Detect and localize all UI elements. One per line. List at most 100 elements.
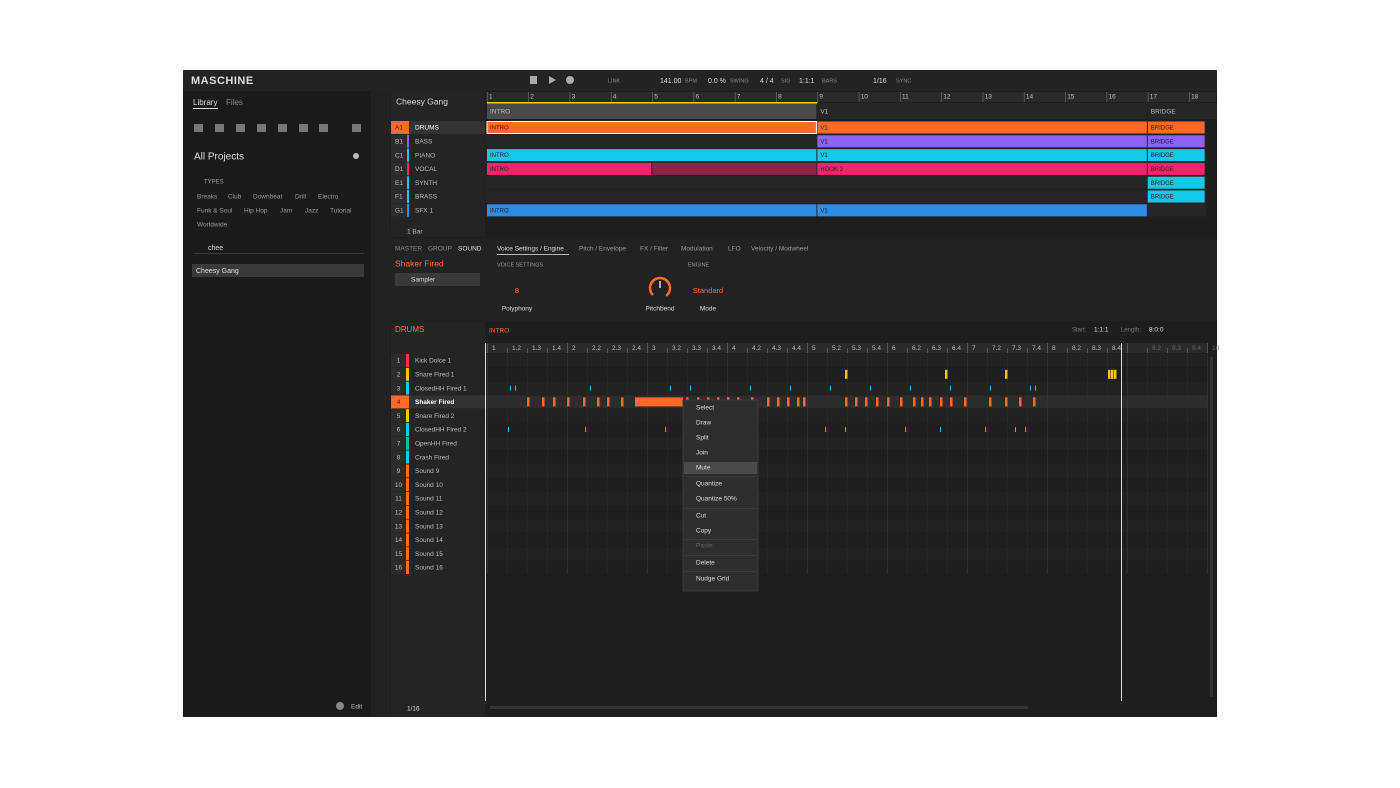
search-text[interactable]: chee [208,245,223,252]
sound-label[interactable]: Kick Dolce 1 [415,358,452,365]
menu-item[interactable]: Select [696,405,714,412]
pattern-group[interactable]: DRUMS [395,325,424,334]
group-name[interactable]: SFX 1 [415,208,433,215]
clip-label[interactable]: V1 [820,208,828,214]
sound-label[interactable]: Sound 11 [415,496,443,503]
group-id[interactable]: A1 [395,125,403,132]
clip-label[interactable]: V1 [820,153,828,159]
menu-item[interactable]: Quantize [696,481,722,488]
sound-label[interactable]: ClosedHH Fired 2 [415,427,467,434]
plugin-name[interactable]: Sampler [411,277,436,284]
result[interactable]: Cheesy Gang [196,268,239,275]
sound-label[interactable]: Sound 13 [415,523,443,530]
group-name[interactable]: PIANO [415,152,435,159]
sound-number[interactable]: 6 [397,427,401,434]
menu-item[interactable]: Nudge Grid [696,576,730,583]
sound-label[interactable]: Sound 15 [415,551,443,558]
pattern-name[interactable]: INTRO [489,328,509,335]
type-tag[interactable]: Club [228,194,242,201]
sound-label[interactable]: Snare Fired 2 [415,413,455,420]
group-name[interactable]: BRASS [415,194,438,201]
clip-label[interactable]: HOOK 2 [820,167,843,173]
level-tab[interactable]: GROUP [428,246,452,253]
param-tab[interactable]: Pitch / Envelope [579,246,626,253]
length-value[interactable]: 8:0:0 [1149,327,1164,334]
menu-item[interactable]: Quantize 50% [696,496,737,503]
type-tag[interactable]: Drill [295,194,307,201]
browser-tab[interactable]: Files [226,98,243,107]
type-tag[interactable]: Jam [280,208,292,215]
type-tag[interactable]: Funk & Soul [197,208,233,215]
polyphony-value[interactable]: 8 [515,286,519,295]
result-row[interactable] [192,264,364,277]
sound-number[interactable]: 11 [395,496,402,503]
v-scrollbar[interactable] [1210,357,1213,697]
clip-label[interactable]: INTRO [490,208,509,214]
menu-item[interactable]: Copy [696,528,712,535]
sound-number[interactable]: 14 [395,537,403,544]
sound-number[interactable]: 13 [395,523,403,530]
type-tag[interactable]: Hip Hop [244,208,268,215]
group-name[interactable]: BASS [415,139,433,146]
link-label[interactable]: LINK [608,78,621,84]
type-tag[interactable]: Electro [318,194,339,201]
group-id[interactable]: D1 [395,166,404,173]
grid[interactable]: 1/16 [873,78,887,85]
play-button[interactable] [549,76,556,84]
sound-number[interactable]: 4 [397,399,401,406]
section-label[interactable]: BRIDGE [1151,109,1177,116]
type-tag[interactable]: Jazz [305,208,318,215]
sound-label[interactable]: Sound 14 [415,537,443,544]
step-grid[interactable]: 1/16 [407,706,420,713]
rewind-button[interactable] [530,76,537,84]
sound-number[interactable]: 7 [397,441,401,448]
group-id[interactable]: B1 [395,139,403,146]
clip-label[interactable]: BRIDGE [1151,181,1174,187]
browser-tab[interactable]: Library [193,98,217,107]
sound-number[interactable]: 10 [395,482,403,489]
sound-number[interactable]: 5 [397,413,401,420]
param-tab[interactable]: FX / Filter [640,246,669,253]
type-tag[interactable]: Breaks [197,194,218,201]
clip-label[interactable]: BRIDGE [1151,167,1174,173]
sound-label[interactable]: ClosedHH Fired 1 [415,385,467,392]
menu-item[interactable]: Delete [696,560,715,567]
sound-label[interactable]: OpenHH Fired [415,441,457,448]
sound-number[interactable]: 9 [397,468,401,475]
signature[interactable]: 4 / 4 [760,78,774,85]
record-button[interactable] [566,76,574,84]
param-tab[interactable]: Velocity / Modwheel [751,246,809,253]
plugin-slot[interactable] [395,273,480,286]
clip-label[interactable]: BRIDGE [1151,153,1174,159]
project-name[interactable]: Cheesy Gang [396,96,448,106]
section-label[interactable]: INTRO [490,109,510,116]
type-tag[interactable]: Downbeat [253,194,282,201]
param-tab[interactable]: LFO [728,246,741,253]
param-tab[interactable]: Voice Settings / Engine [497,246,564,253]
menu-item[interactable]: Split [696,435,709,442]
sound-label[interactable]: Sound 16 [415,565,443,572]
tempo[interactable]: 141.00 [660,78,682,85]
sound-name[interactable]: Shaker Fired [395,258,444,268]
clip-label[interactable]: BRIDGE [1151,195,1174,201]
sound-label[interactable]: Sound 12 [415,510,443,517]
sound-label[interactable]: Snare Fired 1 [415,372,455,379]
sound-label[interactable]: Shaker Fired [415,399,454,406]
clip-label[interactable]: INTRO [490,153,509,159]
clip-label[interactable]: INTRO [490,126,509,132]
clip-label[interactable]: V1 [820,139,828,145]
start-value[interactable]: 1:1:1 [1094,327,1109,334]
mode-value[interactable]: Standard [693,286,723,295]
sound-number[interactable]: 3 [397,385,401,392]
sound-number[interactable]: 16 [395,565,403,572]
menu-item[interactable]: Join [696,450,708,457]
eye-icon[interactable] [353,153,359,159]
sound-number[interactable]: 2 [397,372,401,379]
menu-item[interactable]: Draw [696,420,711,427]
sound-number[interactable]: 12 [395,510,403,517]
group-id[interactable]: C1 [395,152,404,159]
type-tag[interactable]: Tutorial [330,208,352,215]
group-id[interactable]: G1 [395,208,404,215]
clip-label[interactable]: BRIDGE [1151,139,1174,145]
param-tab[interactable]: Modulation [681,246,713,253]
